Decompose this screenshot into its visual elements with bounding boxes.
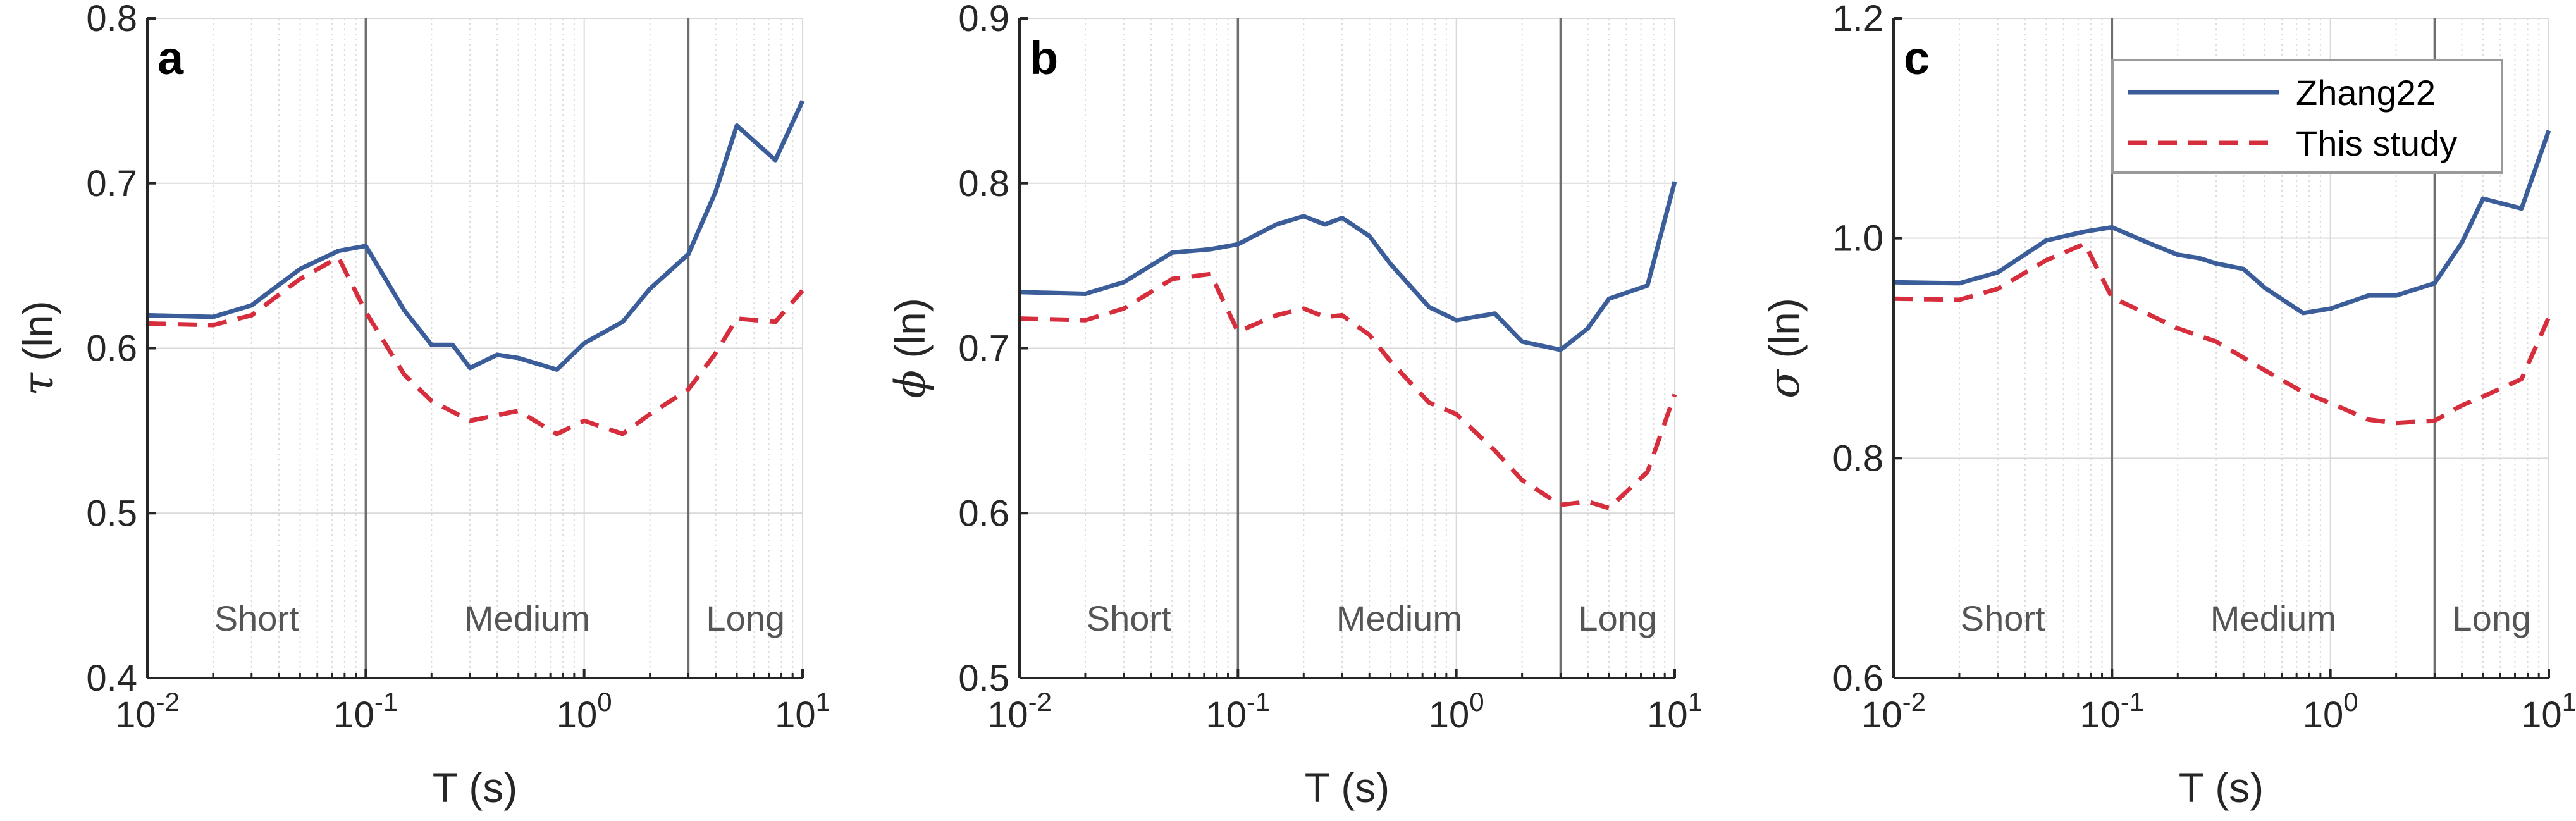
series-line-this-study bbox=[1019, 271, 1677, 510]
x-tick-label: 10-2 bbox=[987, 687, 1052, 736]
y-tick-label: 0.5 bbox=[958, 658, 1009, 699]
series-line-this-study bbox=[147, 255, 804, 436]
y-tick-label: 0.6 bbox=[958, 493, 1009, 534]
y-tick-label: 0.4 bbox=[86, 658, 137, 699]
x-tick-label: 10-2 bbox=[1861, 687, 1926, 736]
x-tick-label: 10-1 bbox=[2080, 687, 2144, 736]
y-tick-label: 0.6 bbox=[1832, 658, 1883, 699]
legend-entry-this-study: This study bbox=[2296, 123, 2457, 163]
legend-entry-zhang22: Zhang22 bbox=[2296, 73, 2436, 113]
panel-label: b bbox=[1030, 32, 1058, 84]
y-tick-label: 0.8 bbox=[958, 163, 1009, 204]
x-tick-label: 100 bbox=[1429, 687, 1484, 736]
y-tick-label: 0.7 bbox=[958, 328, 1009, 369]
x-tick-label: 10-1 bbox=[333, 687, 398, 736]
region-label-short: Short bbox=[214, 598, 299, 638]
x-tick-label: 101 bbox=[775, 687, 830, 736]
region-label-long: Long bbox=[706, 598, 785, 638]
region-label-long: Long bbox=[2452, 598, 2531, 638]
x-tick-label: 100 bbox=[2303, 687, 2358, 736]
panel-label: c bbox=[1904, 32, 1930, 84]
y-axis-label: τ (ln) bbox=[14, 300, 63, 395]
panel-label: a bbox=[157, 32, 184, 84]
region-label-short: Short bbox=[1961, 598, 2045, 638]
series-line-this-study bbox=[1893, 241, 2551, 426]
series-line-zhang22 bbox=[1019, 181, 1677, 352]
y-axis-label: σ (ln) bbox=[1760, 298, 1809, 398]
x-tick-label: 101 bbox=[2521, 687, 2576, 736]
x-tick-label: 100 bbox=[557, 687, 612, 736]
series-line-zhang22 bbox=[1893, 130, 2551, 316]
series-line-zhang22 bbox=[147, 99, 805, 372]
x-axis-label: T (s) bbox=[2179, 764, 2264, 811]
y-tick-label: 0.8 bbox=[86, 0, 137, 39]
panel-c: Short Medium Long 0.6 0.8 1.0 1.2 10-2 10-1 100 10… bbox=[1760, 0, 2576, 811]
x-axis-label: T (s) bbox=[433, 764, 517, 811]
y-tick-label: 0.6 bbox=[86, 328, 137, 369]
y-axis-label: ϕ (ln) bbox=[886, 298, 935, 398]
region-label-long: Long bbox=[1578, 598, 1657, 638]
region-label-short: Short bbox=[1087, 598, 1171, 638]
x-tick-label: 10-2 bbox=[115, 687, 180, 736]
region-label-medium: Medium bbox=[2210, 598, 2336, 638]
y-tick-label: 0.7 bbox=[86, 163, 137, 204]
x-tick-label: 101 bbox=[1647, 687, 1703, 736]
y-tick-label: 0.8 bbox=[1832, 438, 1883, 479]
y-tick-label: 1.2 bbox=[1832, 0, 1883, 39]
panel-a: Short Medium Long 0.4 0.5 0.6 0.7 0.8 10-2 10-1 10… bbox=[14, 0, 830, 811]
legend-box bbox=[2111, 59, 2503, 174]
region-label-medium: Medium bbox=[464, 598, 590, 638]
y-tick-label: 1.0 bbox=[1832, 218, 1883, 259]
legend: Zhang22 This study bbox=[2111, 59, 2503, 174]
y-tick-label: 0.9 bbox=[958, 0, 1009, 39]
panel-b: Short Medium Long 0.5 0.6 0.7 0.8 0.9 10-2 10-1 10… bbox=[886, 0, 1703, 811]
region-label-medium: Medium bbox=[1336, 598, 1462, 638]
x-axis-label: T (s) bbox=[1305, 764, 1390, 811]
x-tick-label: 10-1 bbox=[1205, 687, 1270, 736]
y-tick-label: 0.5 bbox=[86, 493, 137, 534]
